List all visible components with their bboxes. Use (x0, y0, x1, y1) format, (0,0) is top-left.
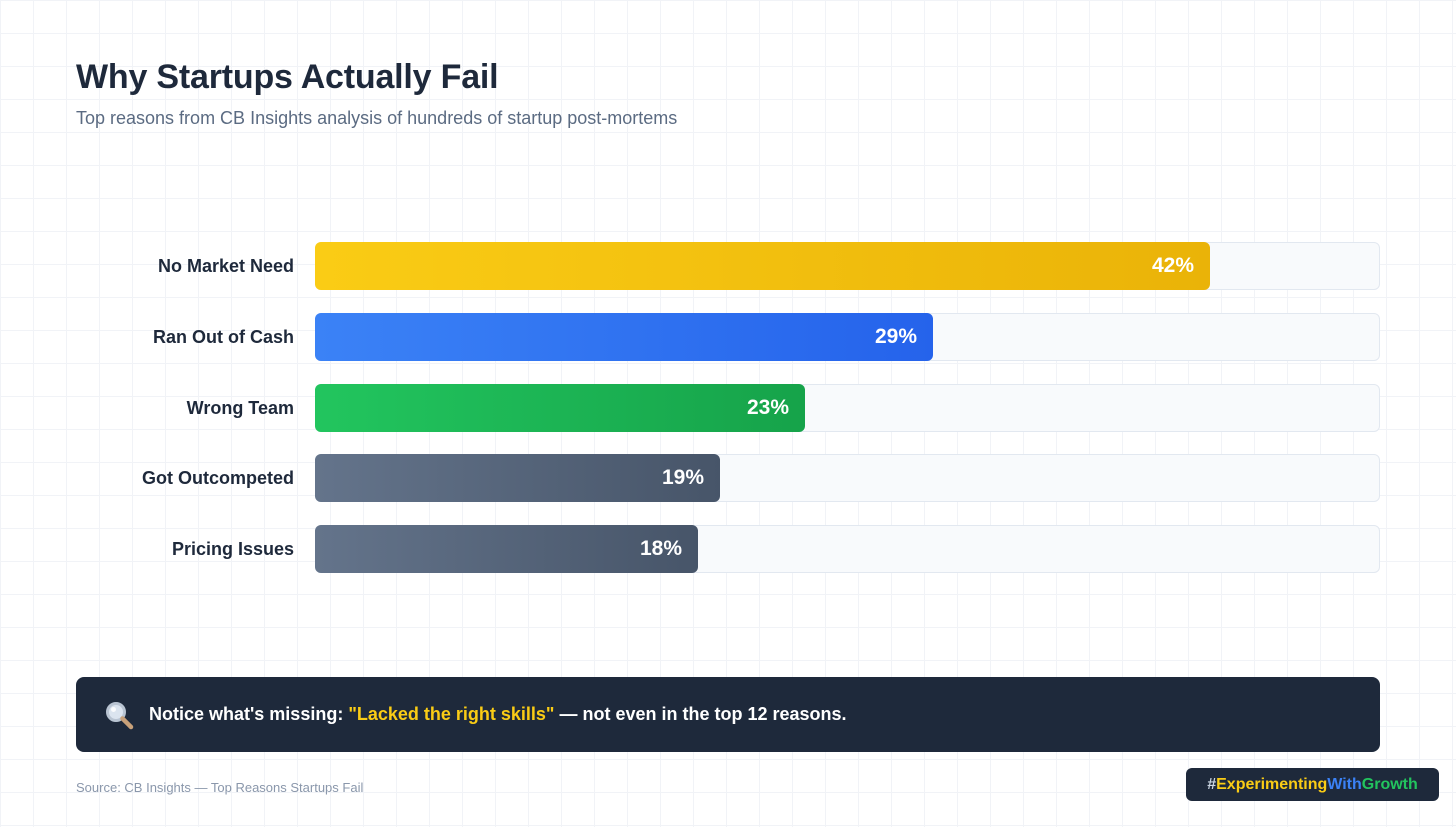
bar-value-label: 23% (746, 396, 789, 419)
bar: 23% (315, 384, 805, 432)
bar: 19% (315, 454, 720, 502)
bar-category-label: Got Outcompeted (142, 468, 294, 488)
bar-row: Wrong Team 23% (0, 384, 1456, 432)
hashtag-part-with: With (1327, 776, 1362, 793)
callout-text: Notice what's missing: "Lacked the right… (149, 677, 847, 752)
chart-subtitle: Top reasons from CB Insights analysis of… (76, 108, 678, 128)
hashtag-part-growth: Growth (1361, 776, 1418, 793)
hashtag-part-experimenting: Experimenting (1216, 776, 1328, 793)
bar-row: Got Outcompeted 19% (0, 454, 1456, 502)
bar-row: No Market Need 42% (0, 242, 1456, 290)
source-note: Source: CB Insights — Top Reasons Startu… (76, 780, 364, 795)
callout-prefix: Notice what's missing: (149, 704, 349, 724)
bar-row: Pricing Issues 18% (0, 525, 1456, 573)
hashtag-hash: # (1207, 776, 1217, 793)
callout-suffix: — not even in the top 12 reasons. (554, 704, 847, 724)
bar-row: Ran Out of Cash 29% (0, 313, 1456, 361)
insight-callout: Notice what's missing: "Lacked the right… (76, 677, 1380, 752)
bar-category-label: Wrong Team (186, 398, 294, 418)
bar-value-label: 42% (1151, 254, 1194, 277)
bar: 29% (315, 313, 933, 361)
callout-highlight: "Lacked the right skills" (348, 704, 555, 724)
hashtag-badge: #ExperimentingWithGrowth (1186, 768, 1439, 801)
bar: 18% (315, 525, 698, 573)
bar-category-label: No Market Need (157, 256, 294, 276)
bar-value-label: 29% (874, 325, 917, 348)
bar-category-label: Ran Out of Cash (152, 327, 294, 347)
magnifying-glass-icon (104, 700, 134, 730)
chart-title: Why Startups Actually Fail (76, 58, 499, 96)
bar-value-label: 18% (639, 537, 682, 560)
bar-value-label: 19% (661, 466, 704, 489)
bar-category-label: Pricing Issues (171, 539, 294, 559)
bar: 42% (315, 242, 1210, 290)
bar-chart: No Market Need 42% Ran Out of Cash 29% Wrong… (0, 242, 1456, 574)
